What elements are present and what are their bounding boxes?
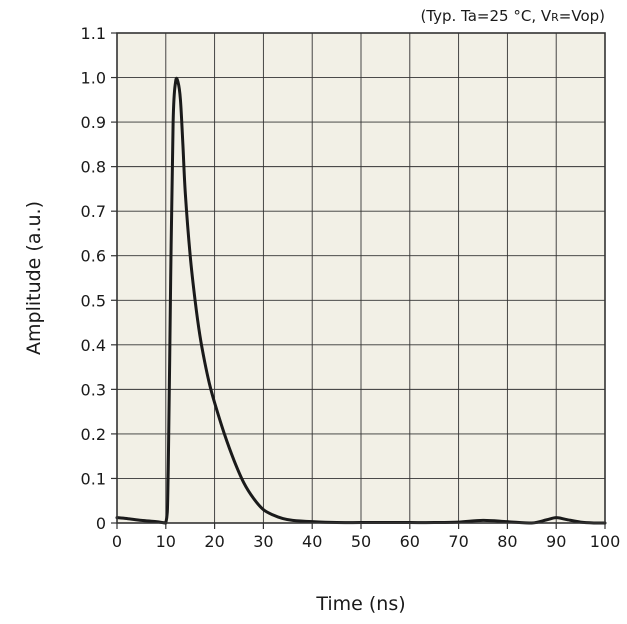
y-tick-label: 1.1 — [81, 24, 106, 43]
y-tick-label: 0 — [96, 514, 106, 533]
y-axis-label: Amplitude (a.u.) — [23, 201, 45, 355]
x-axis-label: Time (ns) — [315, 593, 405, 615]
x-tick-label: 20 — [204, 532, 224, 551]
x-tick-label: 100 — [590, 532, 621, 551]
x-tick-label: 30 — [253, 532, 273, 551]
y-tick-label: 1.0 — [81, 69, 106, 88]
x-tick-labels: 0 10 20 30 40 50 60 70 80 90 100 — [112, 532, 620, 551]
grid-lines — [111, 32, 606, 529]
conditions-text: (Typ. Ta=25 °C, V — [420, 7, 551, 25]
x-tick-label: 90 — [546, 532, 566, 551]
y-tick-label: 0.6 — [81, 247, 106, 266]
y-tick-label: 0.3 — [81, 380, 106, 399]
y-tick-labels: 0 0.1 0.2 0.3 0.4 0.5 0.6 0.7 0.8 0.9 1.0 1.1 — [81, 24, 106, 533]
x-tick-label: 40 — [302, 532, 322, 551]
x-tick-label: 80 — [497, 532, 517, 551]
x-tick-label: 70 — [448, 532, 468, 551]
y-tick-label: 0.7 — [81, 202, 106, 221]
y-tick-label: 0.1 — [81, 469, 106, 488]
plot-frame — [116, 32, 606, 524]
amplitude-curve — [115, 76, 607, 525]
x-tick-label: 50 — [351, 532, 371, 551]
x-tick-label: 0 — [112, 532, 122, 551]
y-tick-label: 0.8 — [81, 158, 106, 177]
y-tick-label: 0.9 — [81, 113, 106, 132]
x-tick-label: 10 — [156, 532, 176, 551]
y-tick-label: 0.2 — [81, 425, 106, 444]
y-tick-label: 0.4 — [81, 336, 106, 355]
y-tick-label: 0.5 — [81, 291, 106, 310]
conditions-subscript: R — [551, 11, 559, 24]
conditions-annotation: (Typ. Ta=25 °C, VR=Vop) — [420, 7, 605, 25]
conditions-tail: =Vop) — [559, 7, 605, 25]
x-tick-label: 60 — [400, 532, 420, 551]
